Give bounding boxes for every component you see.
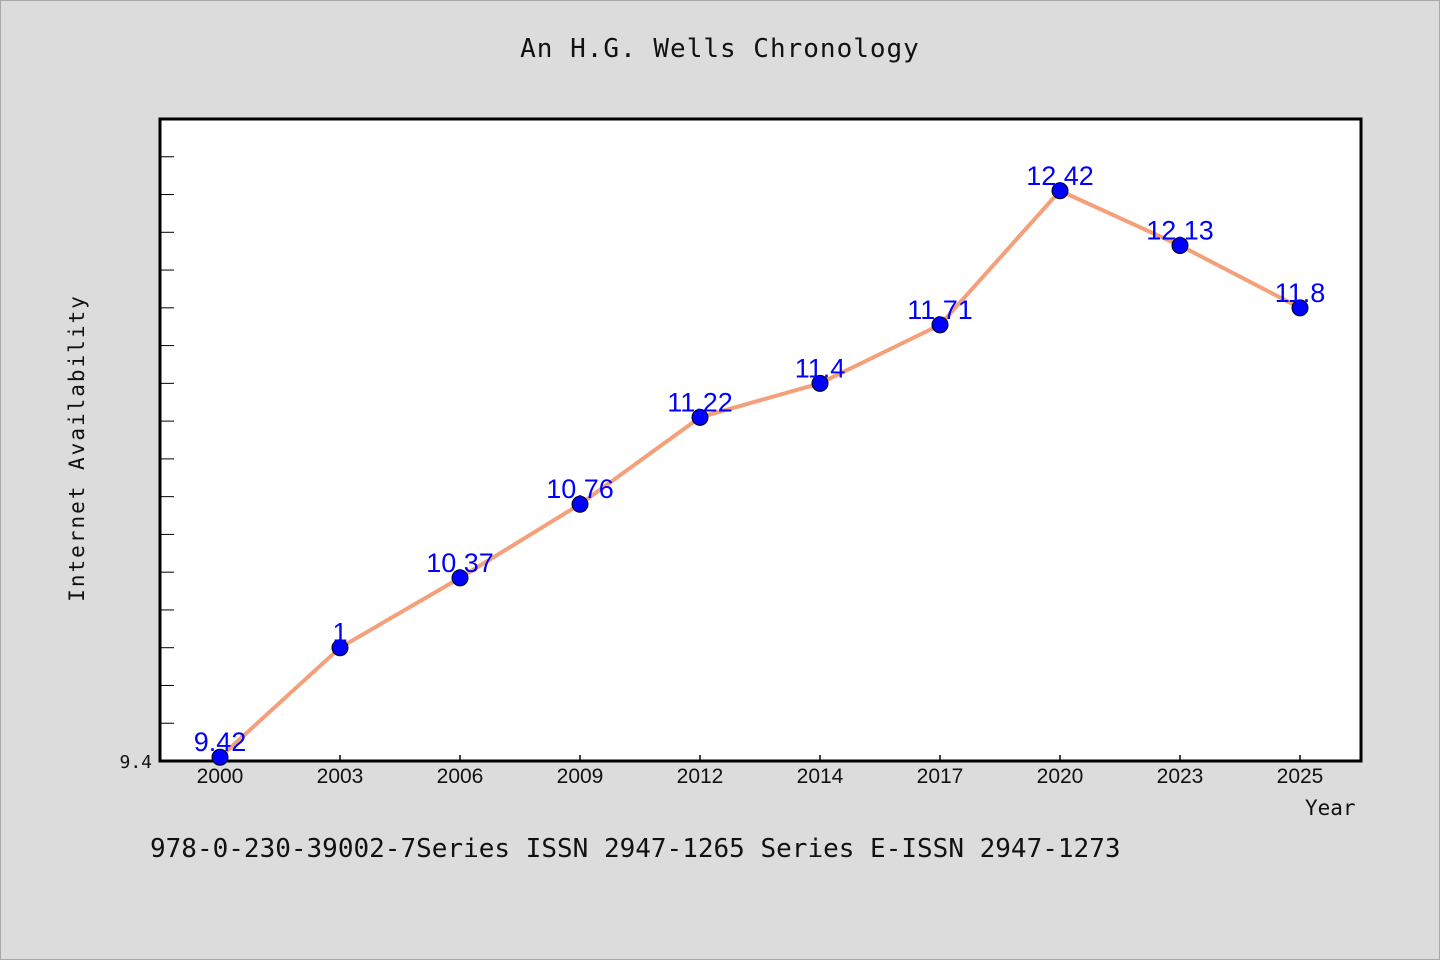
x-axis-label: Year [1305, 796, 1356, 820]
data-label: 9.42 [194, 727, 247, 757]
x-tick-label: 2017 [917, 765, 964, 788]
x-tick-label: 2023 [1157, 765, 1204, 788]
footer-isbn-text: 978-0-230-39002-7Series ISSN 2947-1265 S… [150, 834, 1121, 864]
series-line [218, 188, 1301, 759]
x-tick-label: 2020 [1037, 765, 1084, 788]
data-label: 11.4 [795, 353, 846, 383]
x-tick-label: 2000 [197, 765, 244, 788]
data-label: 12.13 [1146, 216, 1214, 246]
data-label: 12.42 [1026, 161, 1094, 191]
x-tick-label: 2025 [1277, 765, 1324, 788]
x-tick-label: 2003 [317, 765, 364, 788]
chart-title: An H.G. Wells Chronology [520, 34, 920, 64]
data-point [811, 374, 829, 392]
data-point [1051, 182, 1069, 200]
plot-area [158, 117, 1363, 763]
data-point [211, 748, 229, 766]
data-label: 11.8 [1275, 278, 1326, 308]
x-tick-label: 2006 [437, 765, 484, 788]
data-label: 1 [332, 618, 347, 648]
data-label: 11.71 [907, 295, 973, 325]
data-point [1291, 299, 1309, 317]
data-label: 10.76 [546, 474, 614, 504]
x-tick-label: 2014 [797, 765, 844, 788]
data-point [331, 639, 349, 657]
data-point [451, 569, 469, 587]
data-point [931, 316, 949, 334]
data-label: 11.22 [667, 387, 733, 417]
x-tick-label: 2012 [677, 765, 724, 788]
data-label: 10.37 [426, 548, 494, 578]
data-point [571, 495, 589, 513]
y-tick-label: 9.4 [119, 752, 152, 773]
data-point [691, 408, 709, 426]
x-tick-label: 2009 [557, 765, 604, 788]
data-point [1171, 237, 1189, 255]
